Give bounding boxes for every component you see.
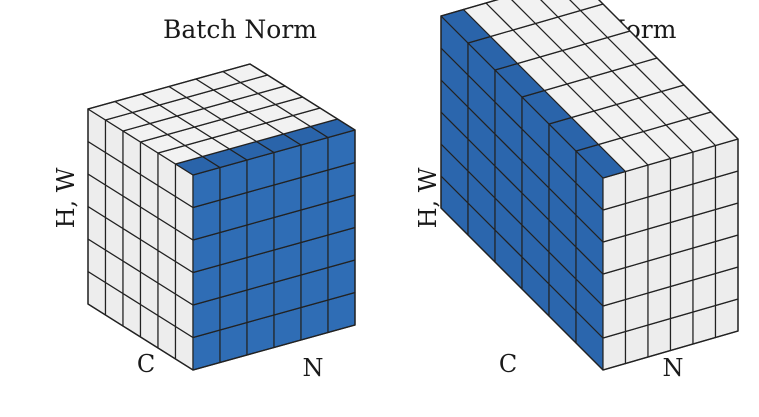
layer-norm-hw-label: H, W xyxy=(414,167,442,228)
layer-norm-c-label: C xyxy=(499,350,517,378)
layer-norm-n-label: N xyxy=(663,354,684,382)
layer-norm-top-face xyxy=(440,0,739,179)
layer-norm-panel: Layer Norm H, W C N xyxy=(414,0,739,382)
layer-norm-top-face-cell xyxy=(540,0,582,18)
layer-norm-top-face-cell xyxy=(569,0,604,12)
batch-norm-outline xyxy=(87,63,356,371)
batch-norm-panel: Batch Norm H, W C N xyxy=(52,15,356,382)
batch-norm-cube xyxy=(87,63,356,371)
layer-norm-outline xyxy=(440,0,739,371)
batch-norm-hw-label: H, W xyxy=(52,167,80,228)
layer-norm-side-face xyxy=(440,15,604,371)
layer-norm-front-face xyxy=(602,138,739,371)
layer-norm-cube xyxy=(440,0,739,371)
batch-norm-title: Batch Norm xyxy=(163,15,317,44)
layer-norm-top-face-cell xyxy=(485,0,537,31)
batch-norm-n-label: N xyxy=(303,354,324,382)
batch-norm-side-face xyxy=(87,108,194,371)
batch-norm-c-label: C xyxy=(137,350,155,378)
